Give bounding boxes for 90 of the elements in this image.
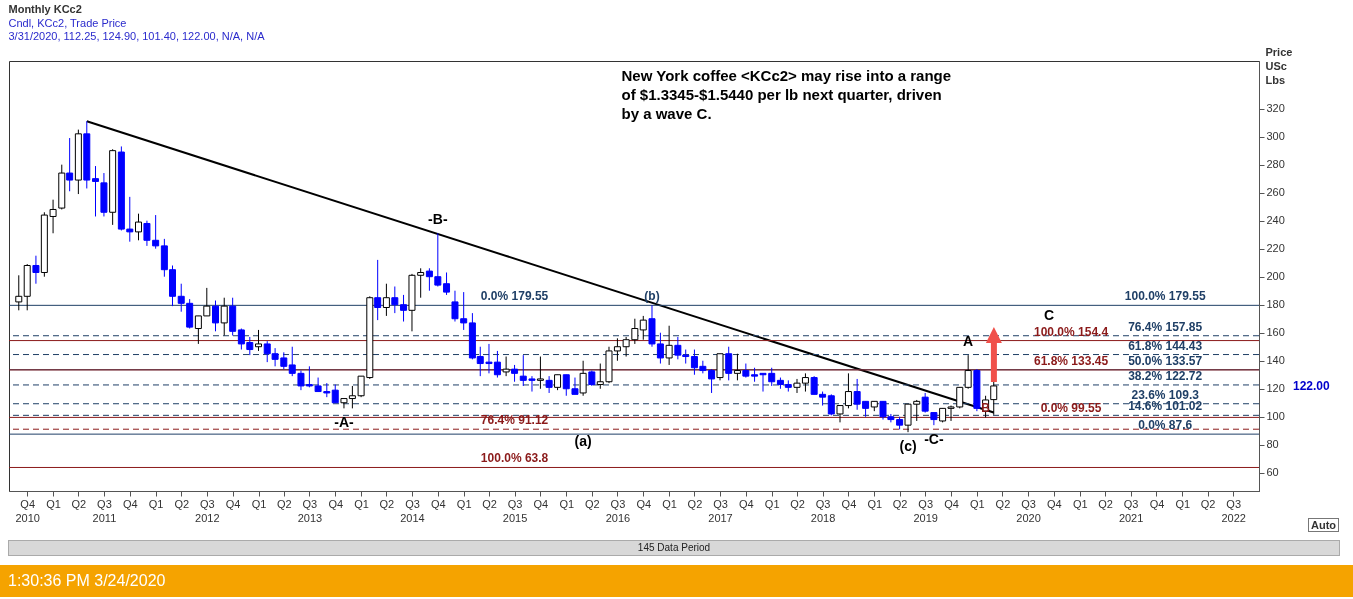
- x-tick-label: Q3 2018: [810, 497, 836, 524]
- y-tick-label: 320: [1266, 102, 1285, 115]
- x-tick-label: Q3 2017: [708, 497, 733, 524]
- x-tick-label: Q3 2021: [1118, 497, 1144, 524]
- x-tick-label: Q2: [482, 497, 497, 510]
- annotation: 38.2% 122.72: [1128, 368, 1203, 383]
- annotation: C: [1043, 307, 1055, 324]
- x-tick-label: Q2: [1098, 497, 1113, 510]
- y-tick-label: 140: [1266, 354, 1285, 367]
- annotation: -A-: [334, 414, 355, 431]
- x-tick-label: Q4: [944, 497, 959, 510]
- x-tick-label: Q2: [276, 497, 292, 510]
- text: 145 Data Period: [8, 540, 1340, 556]
- x-tick-label: Q3 2020: [1016, 497, 1041, 524]
- annotation: 14.6% 101.02: [1128, 399, 1203, 414]
- annotation: 50.0% 133.57: [1128, 353, 1203, 368]
- x-tick-label: Q1: [354, 497, 369, 510]
- x-tick-label: Q4: [225, 497, 241, 510]
- x-tick-label: Q3 2015: [502, 497, 528, 524]
- x-tick-label: Q4: [841, 497, 857, 510]
- x-tick-label: Q1: [456, 497, 472, 510]
- y-tick-label: 260: [1266, 186, 1285, 199]
- x-tick-label: Q1: [867, 497, 883, 510]
- y-tick-label: 240: [1266, 214, 1285, 227]
- text: 1:30:36 PM 3/24/2020: [8, 572, 166, 589]
- y-tick-label: 120: [1266, 382, 1285, 395]
- x-tick-label: Q1: [46, 497, 61, 510]
- annotation: (c): [899, 438, 917, 455]
- annotation: 100.0% 179.55: [1124, 289, 1206, 304]
- x-tick-label: Q3 2011: [92, 497, 117, 524]
- y-tick-label: 200: [1266, 270, 1285, 283]
- annotation: 0.0% 87.6: [1138, 418, 1193, 433]
- annotation: (b): [644, 289, 660, 304]
- y-tick-label: 220: [1266, 242, 1285, 255]
- annotation: -C-: [924, 431, 944, 448]
- x-tick-label: Q1: [1072, 497, 1088, 510]
- x-tick-label: Q4: [328, 497, 344, 510]
- y-tick-label: 180: [1266, 298, 1285, 311]
- y-tick-label: 300: [1266, 130, 1285, 143]
- y-tick-label: 60: [1266, 466, 1279, 479]
- annotation: (a): [574, 432, 592, 449]
- x-tick-label: Q3 2016: [605, 497, 631, 524]
- chart-title: Monthly KCc2: [8, 3, 82, 15]
- annotation: 23.6% 109.3: [1131, 387, 1200, 402]
- x-tick-label: Q1: [764, 497, 780, 510]
- text: Auto: [1308, 518, 1340, 532]
- x-tick-label: Q4: [122, 497, 138, 510]
- text: 122.00: [1293, 378, 1331, 393]
- x-tick-label: Q1: [1175, 497, 1191, 510]
- annotation: 100.0% 63.8: [480, 451, 549, 466]
- x-tick-label: Q4 2010: [15, 497, 40, 524]
- chart-subtitle: Cndl, KCc2, Trade Price 3/31/2020, 112.25, 124.90, 101.40, 122.00, N/A, N/A: [8, 17, 266, 42]
- y-tick-label: 160: [1266, 326, 1285, 339]
- x-tick-label: Q3 2022: [1221, 497, 1246, 524]
- annotation: 100.0% 154.4: [1034, 324, 1109, 339]
- x-tick-label: Q4: [430, 497, 446, 510]
- y-tick-label: 280: [1266, 158, 1285, 171]
- x-tick-label: Q2: [585, 497, 600, 510]
- y-tick-label: 100: [1266, 410, 1285, 423]
- x-tick-label: Q3 2012: [195, 497, 220, 524]
- x-tick-label: Q2: [174, 497, 190, 510]
- annotation: 0.0% 99.55: [1040, 401, 1102, 416]
- annotation: 76.4% 157.85: [1128, 319, 1203, 334]
- x-tick-label: Q2: [1200, 497, 1216, 510]
- y-tick-label: 80: [1266, 438, 1279, 451]
- x-tick-label: Q1: [251, 497, 267, 510]
- x-tick-label: Q3 2014: [400, 497, 425, 524]
- x-tick-label: Q3 2013: [297, 497, 323, 524]
- x-tick-label: Q2: [687, 497, 703, 510]
- x-tick-label: Q1: [559, 497, 575, 510]
- annotation: 61.8% 144.43: [1128, 338, 1203, 353]
- annotation: 0.0% 179.55: [480, 289, 549, 304]
- x-tick-label: Q4: [1047, 497, 1062, 510]
- annotation: 61.8% 133.45: [1034, 353, 1109, 368]
- x-tick-label: Q4: [533, 497, 549, 510]
- x-tick-label: Q2: [790, 497, 805, 510]
- x-tick-label: Q1: [148, 497, 164, 510]
- x-tick-label: Q4: [636, 497, 652, 510]
- x-tick-label: Q4: [1149, 497, 1165, 510]
- y-axis-title: Price USc Lbs: [1265, 45, 1293, 86]
- x-tick-label: Q1: [970, 497, 985, 510]
- x-tick-label: Q2: [71, 497, 87, 510]
- x-tick-label: Q2: [995, 497, 1011, 510]
- x-tick-label: Q2: [892, 497, 908, 510]
- x-tick-label: Q1: [662, 497, 677, 510]
- annotation: New York coffee <KCc2> may rise into a range of $1.3345-$1.5440 per lb next quarter, driven by a wave C.: [621, 67, 952, 122]
- x-tick-label: Q2: [379, 497, 395, 510]
- x-tick-label: Q3 2019: [913, 497, 938, 524]
- x-tick-label: Q4: [739, 497, 754, 510]
- annotation: -B-: [428, 211, 448, 228]
